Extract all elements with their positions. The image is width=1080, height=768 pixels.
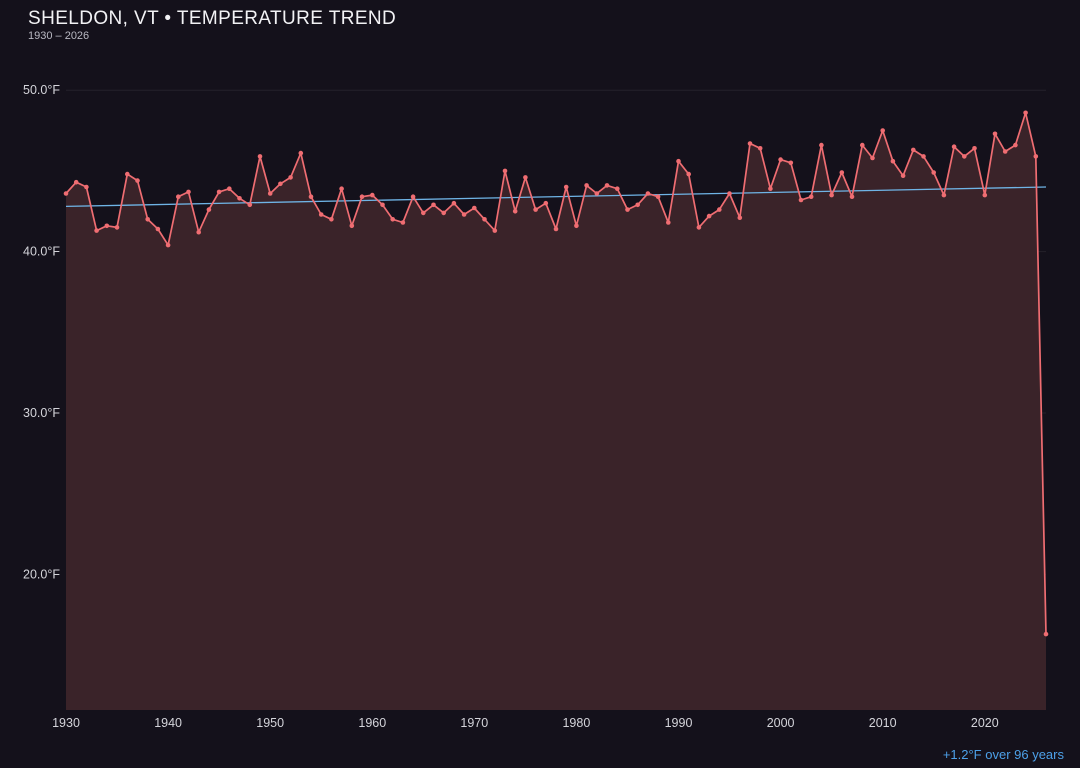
y-axis-labels: 20.0°F 30.0°F 40.0°F 50.0°F — [23, 83, 60, 581]
svg-text:20.0°F: 20.0°F — [23, 567, 60, 581]
data-points — [63, 110, 1049, 637]
svg-text:1950: 1950 — [256, 716, 284, 730]
svg-text:1980: 1980 — [562, 716, 590, 730]
svg-text:40.0°F: 40.0°F — [23, 245, 60, 259]
trend-summary-label: +1.2°F over 96 years — [942, 747, 1064, 762]
chart-subtitle-range: 1930 – 2026 — [28, 30, 90, 42]
svg-text:1930: 1930 — [52, 716, 80, 730]
svg-text:2010: 2010 — [869, 716, 897, 730]
svg-text:30.0°F: 30.0°F — [23, 406, 60, 420]
x-axis-labels: 1930 1940 1950 1960 1970 1980 1990 2000 2010 2020 — [52, 716, 999, 730]
svg-text:1970: 1970 — [460, 716, 488, 730]
svg-text:2000: 2000 — [767, 716, 795, 730]
svg-text:1990: 1990 — [665, 716, 693, 730]
trend-line — [65, 186, 1047, 208]
svg-text:50.0°F: 50.0°F — [23, 83, 60, 97]
svg-text:2020: 2020 — [971, 716, 999, 730]
area-fill — [66, 112, 1046, 711]
chart-title: SHELDON, VT • TEMPERATURE TREND — [28, 8, 397, 29]
svg-text:1940: 1940 — [154, 716, 182, 730]
svg-text:1960: 1960 — [358, 716, 386, 730]
